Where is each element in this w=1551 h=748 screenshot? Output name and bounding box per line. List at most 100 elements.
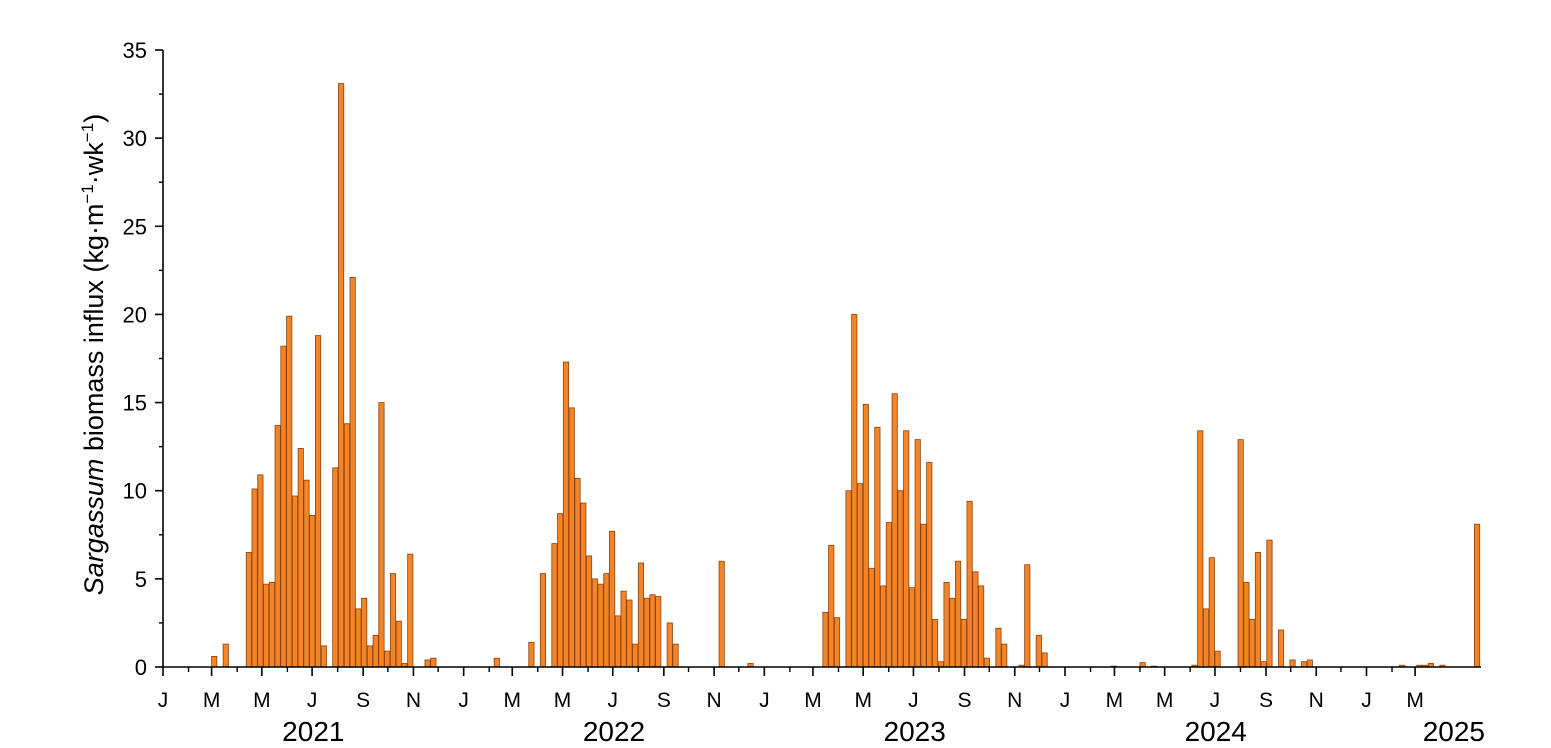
x-month-label: J [158, 689, 169, 712]
bar [1035, 634, 1042, 668]
bar [908, 587, 916, 668]
bar [637, 562, 644, 668]
y-tick-label: 15 [123, 391, 147, 416]
x-month-label: M [504, 689, 522, 712]
x-month-label: N [1007, 689, 1022, 712]
x-month-label: J [1361, 689, 1372, 712]
bar [245, 552, 252, 668]
bar [591, 578, 598, 668]
bar [643, 597, 650, 668]
bar [1237, 439, 1244, 668]
bar [995, 627, 1002, 668]
bar [1208, 557, 1215, 668]
x-month-label: S [356, 689, 370, 712]
x-month-label: M [1406, 689, 1424, 712]
x-month-label: N [1309, 689, 1324, 712]
bar [955, 560, 962, 668]
bar [551, 543, 558, 668]
y-tick-label: 30 [123, 126, 147, 151]
bar [845, 490, 852, 668]
bar [966, 500, 973, 668]
bar [828, 544, 835, 668]
x-month-label: M [804, 689, 822, 712]
bar [926, 462, 933, 668]
y-tick-label: 0 [135, 655, 147, 680]
bar [286, 315, 293, 668]
y-ticks: 0 5 10 15 20 25 30 35 [123, 38, 163, 680]
x-month-label: J [908, 689, 919, 712]
bar [949, 597, 956, 668]
bar [280, 345, 287, 668]
bar [666, 622, 673, 668]
x-month-label: J [1210, 689, 1221, 712]
x-year-label: 2023 [884, 716, 946, 747]
bar [309, 514, 316, 668]
y-axis-label-mid: ·wk [79, 142, 109, 184]
bar [597, 583, 604, 668]
x-month-label: M [1106, 689, 1124, 712]
bar [1266, 539, 1273, 668]
bar [1306, 659, 1313, 668]
bar [355, 608, 362, 668]
bar [874, 426, 881, 668]
bar [1001, 643, 1008, 668]
y-axis-label-text: biomass influx (kg·m [79, 204, 109, 459]
bar [528, 641, 535, 668]
bar [562, 361, 570, 668]
bar [718, 560, 725, 668]
bar [222, 643, 229, 668]
bars-group [211, 83, 1481, 668]
bar [943, 581, 950, 668]
bar [395, 620, 402, 668]
y-tick-label: 10 [123, 479, 147, 504]
y-tick-label: 25 [123, 214, 147, 239]
bar [609, 530, 616, 668]
bar [303, 479, 310, 668]
bar [291, 495, 299, 668]
bar [1203, 608, 1210, 668]
x-month-label: S [1259, 689, 1273, 712]
bar [574, 477, 581, 668]
bar [1214, 650, 1221, 668]
bar [586, 555, 593, 668]
bar [320, 645, 327, 668]
bar [257, 474, 264, 668]
bar [1041, 652, 1048, 668]
bar [539, 573, 546, 668]
bar [557, 513, 564, 668]
y-tick-label: 5 [135, 567, 147, 592]
bar [1277, 629, 1285, 668]
y-axis-label-close: ) [79, 114, 109, 123]
bar [897, 490, 904, 668]
bar [407, 553, 414, 668]
bar [268, 581, 275, 668]
bar [880, 585, 887, 668]
bar [384, 650, 391, 668]
bar [424, 659, 431, 668]
x-year-label: 2024 [1185, 716, 1247, 747]
bar [1474, 523, 1481, 668]
bar [655, 596, 662, 668]
bar [914, 439, 921, 668]
bar [580, 502, 587, 668]
x-month-label: M [253, 689, 271, 712]
bar [1254, 552, 1261, 668]
x-month-label: J [1060, 689, 1071, 712]
x-month-label: M [854, 689, 872, 712]
x-month-label: J [608, 689, 619, 712]
y-axis-label-sup1: −1 [78, 184, 97, 203]
y-axis-label-italic: Sargassum [79, 459, 109, 596]
x-month-label: N [707, 689, 722, 712]
bar [1289, 659, 1296, 668]
bar [361, 597, 368, 668]
bar [274, 425, 281, 668]
bar [332, 467, 339, 668]
x-month-label: N [406, 689, 421, 712]
x-month-label: M [554, 689, 572, 712]
bar [1197, 430, 1204, 668]
bar [251, 488, 258, 668]
x-month-label: S [657, 689, 671, 712]
bar [862, 403, 869, 668]
bar [903, 430, 910, 668]
